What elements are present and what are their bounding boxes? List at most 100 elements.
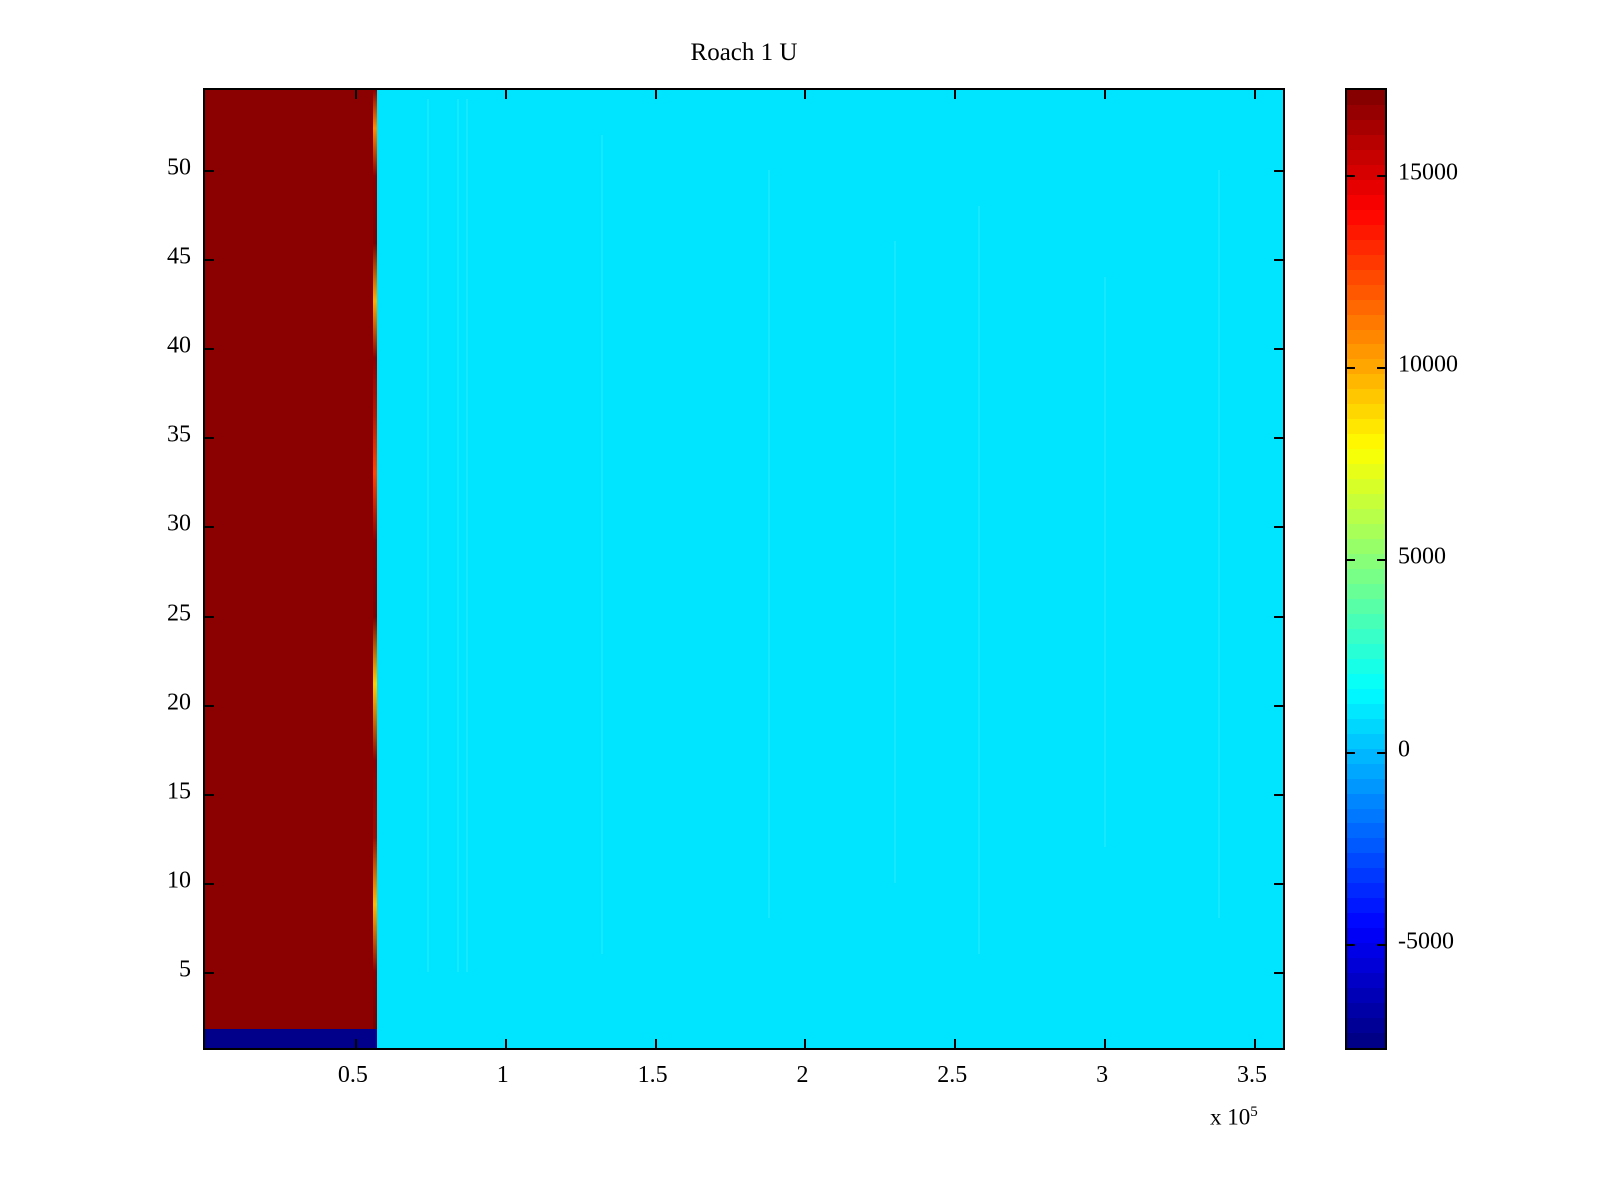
colorbar-tick [1347, 367, 1355, 370]
colorbar-band [1347, 912, 1385, 929]
colorbar-band [1347, 238, 1385, 255]
colorbar-tick [1377, 751, 1385, 754]
x-axis-tick-label: 2.5 [937, 1062, 968, 1088]
y-axis-tick [205, 259, 214, 262]
heatmap-image [205, 90, 1283, 1048]
colorbar-band [1347, 732, 1385, 749]
x-axis-tick-label: 0.5 [337, 1062, 368, 1088]
heatmap-region-cool [377, 90, 1283, 1048]
x-axis-tick-label: 1.5 [637, 1062, 668, 1088]
x-axis-tick [1254, 90, 1257, 99]
y-axis-tick-label: 5 [179, 956, 191, 983]
heatmap-streak [600, 134, 603, 954]
colorbar-band [1347, 658, 1385, 674]
x-axis-exponent-label: x 105 [1210, 1104, 1258, 1131]
colorbar-band [1347, 702, 1385, 719]
colorbar-band [1347, 837, 1385, 854]
colorbar-band [1347, 283, 1385, 300]
colorbar-tick [1377, 559, 1385, 562]
heatmap-streak [978, 205, 981, 954]
colorbar-tick-label: 0 [1398, 736, 1410, 763]
y-axis-tick-label: 15 [167, 778, 191, 805]
colorbar-band [1347, 403, 1385, 420]
colorbar-band [1347, 553, 1385, 569]
plot-title: Roach 1 U [690, 39, 798, 66]
heatmap-axes[interactable] [203, 88, 1285, 1050]
colorbar-band [1347, 119, 1385, 135]
x-axis-tick [804, 1039, 807, 1048]
colorbar-band [1347, 987, 1385, 1004]
y-axis-tick [1274, 526, 1283, 529]
y-axis-tick [205, 793, 214, 796]
colorbar-band [1347, 493, 1385, 510]
colorbar-tick [1347, 751, 1355, 754]
colorbar-band [1347, 104, 1385, 120]
y-axis-tick [205, 971, 214, 974]
y-axis-tick [1274, 259, 1283, 262]
x-axis-tick [654, 1039, 657, 1048]
colorbar-band [1347, 448, 1385, 465]
x-axis-exponent-power: 5 [1250, 1104, 1258, 1120]
colorbar[interactable] [1345, 88, 1387, 1050]
y-axis-tick-label: 30 [167, 510, 191, 537]
y-axis-tick [1274, 170, 1283, 173]
colorbar-band [1347, 747, 1385, 764]
colorbar-band [1347, 149, 1385, 165]
heatmap-streak [1104, 277, 1107, 848]
y-axis-tick [1274, 882, 1283, 885]
x-axis-tick [1104, 1039, 1107, 1048]
y-axis-tick [205, 882, 214, 885]
colorbar-band [1347, 523, 1385, 540]
x-axis-tick [1254, 1039, 1257, 1048]
y-axis-tick-label: 45 [167, 243, 191, 270]
y-axis-tick [205, 348, 214, 351]
colorbar-band [1347, 463, 1385, 480]
heatmap-streak [465, 98, 468, 972]
colorbar-band [1347, 897, 1385, 914]
x-axis-tick [504, 90, 507, 99]
y-axis-tick-label: 40 [167, 332, 191, 359]
colorbar-gradient [1347, 90, 1385, 1048]
colorbar-band [1347, 164, 1385, 180]
colorbar-band [1347, 942, 1385, 959]
y-axis-tick-label: 25 [167, 600, 191, 627]
y-axis-tick [1274, 437, 1283, 440]
y-axis-tick-label: 10 [167, 867, 191, 894]
colorbar-band [1347, 927, 1385, 944]
colorbar-band [1347, 179, 1385, 195]
colorbar-band [1347, 223, 1385, 240]
colorbar-band [1347, 508, 1385, 525]
y-axis-tick [205, 526, 214, 529]
colorbar-band [1347, 867, 1385, 884]
heatmap-streak [456, 98, 459, 972]
x-axis-tick [354, 1039, 357, 1048]
y-axis-tick [1274, 348, 1283, 351]
colorbar-band [1347, 298, 1385, 315]
colorbar-band [1347, 673, 1385, 689]
colorbar-band [1347, 313, 1385, 330]
x-axis-tick-label: 2 [796, 1062, 809, 1088]
colorbar-band [1347, 1032, 1385, 1048]
y-axis-tick-label: 35 [167, 421, 191, 448]
y-axis-tick [205, 615, 214, 618]
x-axis-tick [1104, 90, 1107, 99]
colorbar-band [1347, 822, 1385, 839]
colorbar-band [1347, 613, 1385, 629]
colorbar-tick-label: 5000 [1398, 543, 1446, 570]
colorbar-band [1347, 134, 1385, 150]
colorbar-tick [1347, 944, 1355, 947]
colorbar-tick-label: 15000 [1398, 159, 1458, 186]
heatmap-region-hot [205, 90, 374, 1048]
colorbar-band [1347, 792, 1385, 809]
x-axis-tick-label: 3 [1096, 1062, 1109, 1088]
colorbar-band [1347, 882, 1385, 899]
colorbar-band [1347, 852, 1385, 869]
y-axis-tick [205, 170, 214, 173]
colorbar-band [1347, 717, 1385, 734]
colorbar-tick [1377, 174, 1385, 177]
colorbar-band [1347, 1017, 1385, 1034]
x-axis-tick [654, 90, 657, 99]
heatmap-streak [1218, 170, 1221, 919]
colorbar-band [1347, 478, 1385, 495]
x-axis-tick [504, 1039, 507, 1048]
